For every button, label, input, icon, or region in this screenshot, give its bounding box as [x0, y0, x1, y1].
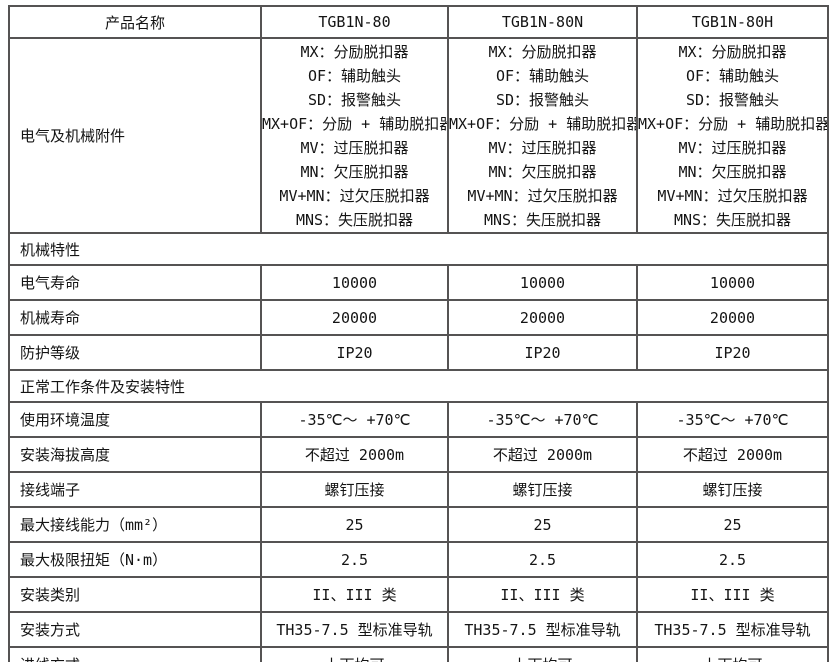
cell-value: 不超过 2000m — [260, 436, 449, 473]
accessory-line: MV：过压脱扣器 — [678, 138, 787, 157]
accessory-line: OF：辅助触头 — [307, 66, 402, 85]
table-row: 电气寿命 10000 10000 10000 — [8, 264, 829, 301]
cell-value: 25 — [447, 506, 638, 543]
table-row: 安装海拔高度 不超过 2000m 不超过 2000m 不超过 2000m — [8, 436, 829, 473]
cell-value: 螺钉压接 — [447, 471, 638, 508]
table-row: 最大接线能力（mm²） 25 25 25 — [8, 506, 829, 543]
accessory-line: SD：报警触头 — [495, 90, 590, 109]
accessory-line: MNS：失压脱扣器 — [295, 210, 414, 229]
cell-value: II、III 类 — [447, 576, 638, 613]
accessory-line: MN：欠压脱扣器 — [300, 162, 409, 181]
accessory-line: MX：分励脱扣器 — [678, 42, 787, 61]
accessory-line: MN：欠压脱扣器 — [488, 162, 597, 181]
row-label-installation-altitude: 安装海拔高度 — [8, 436, 262, 473]
cell-value: -35℃～ +70℃ — [636, 401, 829, 438]
table-row: 安装方式 TH35-7.5 型标准导轨 TH35-7.5 型标准导轨 TH35-… — [8, 611, 829, 648]
table-row: 防护等级 IP20 IP20 IP20 — [8, 334, 829, 371]
cell-value: 螺钉压接 — [260, 471, 449, 508]
accessory-line: MX+OF：分励 + 辅助脱扣器 — [449, 114, 637, 133]
accessory-line: MX+OF：分励 + 辅助脱扣器 — [262, 114, 448, 133]
header-row: 产品名称 TGB1N-80 TGB1N-80N TGB1N-80H — [8, 5, 829, 39]
cell-value: TH35-7.5 型标准导轨 — [260, 611, 449, 648]
accessories-col-1: MX：分励脱扣器 OF：辅助触头 SD：报警触头 MX+OF：分励 + 辅助脱扣… — [260, 37, 449, 234]
cell-value: IP20 — [260, 334, 449, 371]
header-product-tgb1n-80h: TGB1N-80H — [636, 5, 829, 39]
accessory-line: OF：辅助触头 — [685, 66, 780, 85]
row-label-installation-category: 安装类别 — [8, 576, 262, 613]
cell-value: 2.5 — [260, 541, 449, 578]
cell-value: 10000 — [260, 264, 449, 301]
accessory-line: SD：报警触头 — [685, 90, 780, 109]
section-bar-row: 正常工作条件及安装特性 — [8, 369, 829, 403]
cell-value: TH35-7.5 型标准导轨 — [447, 611, 638, 648]
cell-value: IP20 — [636, 334, 829, 371]
section-title-operating-conditions: 正常工作条件及安装特性 — [8, 369, 829, 403]
header-product-tgb1n-80n: TGB1N-80N — [447, 5, 638, 39]
accessory-line: OF：辅助触头 — [495, 66, 590, 85]
accessory-line: MX：分励脱扣器 — [300, 42, 409, 61]
cell-value: 10000 — [636, 264, 829, 301]
accessory-line: SD：报警触头 — [307, 90, 402, 109]
table-row: 使用环境温度 -35℃～ +70℃ -35℃～ +70℃ -35℃～ +70℃ — [8, 401, 829, 438]
cell-value: 25 — [260, 506, 449, 543]
cell-value: 20000 — [260, 299, 449, 336]
cell-value: 上下均可 — [260, 646, 449, 662]
row-label-max-wiring-capacity: 最大接线能力（mm²） — [8, 506, 262, 543]
cell-value: IP20 — [447, 334, 638, 371]
accessories-label: 电气及机械附件 — [8, 37, 262, 234]
accessory-line: MV：过压脱扣器 — [300, 138, 409, 157]
row-label-max-torque: 最大极限扭矩（N·m） — [8, 541, 262, 578]
accessories-col-2: MX：分励脱扣器 OF：辅助触头 SD：报警触头 MX+OF：分励 + 辅助脱扣… — [447, 37, 638, 234]
cell-value: 不超过 2000m — [636, 436, 829, 473]
cell-value: II、III 类 — [636, 576, 829, 613]
cell-value: -35℃～ +70℃ — [260, 401, 449, 438]
accessory-line: MV+MN：过欠压脱扣器 — [657, 186, 808, 205]
section-title-mechanical: 机械特性 — [8, 232, 829, 266]
accessory-line: MV+MN：过欠压脱扣器 — [467, 186, 618, 205]
row-label-incoming-line-method: 进线方式 — [8, 646, 262, 662]
cell-value: 上下均可 — [447, 646, 638, 662]
header-product-name-label: 产品名称 — [8, 5, 262, 39]
section-bar-row: 机械特性 — [8, 232, 829, 266]
accessory-line: MV+MN：过欠压脱扣器 — [279, 186, 430, 205]
accessory-line: MNS：失压脱扣器 — [673, 210, 792, 229]
cell-value: TH35-7.5 型标准导轨 — [636, 611, 829, 648]
accessories-row: 电气及机械附件 MX：分励脱扣器 OF：辅助触头 SD：报警触头 MX+OF：分… — [8, 37, 829, 234]
table-row: 安装类别 II、III 类 II、III 类 II、III 类 — [8, 576, 829, 613]
header-product-tgb1n-80: TGB1N-80 — [260, 5, 449, 39]
accessory-line: MV：过压脱扣器 — [488, 138, 597, 157]
cell-value: 2.5 — [636, 541, 829, 578]
accessory-line: MX+OF：分励 + 辅助脱扣器 — [638, 114, 828, 133]
cell-value: 不超过 2000m — [447, 436, 638, 473]
row-label-installation-method: 安装方式 — [8, 611, 262, 648]
cell-value: II、III 类 — [260, 576, 449, 613]
accessories-col-3: MX：分励脱扣器 OF：辅助触头 SD：报警触头 MX+OF：分励 + 辅助脱扣… — [636, 37, 829, 234]
accessory-line: MNS：失压脱扣器 — [483, 210, 602, 229]
table-row: 接线端子 螺钉压接 螺钉压接 螺钉压接 — [8, 471, 829, 508]
accessory-line: MX：分励脱扣器 — [488, 42, 597, 61]
accessory-line: MN：欠压脱扣器 — [678, 162, 787, 181]
spec-table: 产品名称 TGB1N-80 TGB1N-80N TGB1N-80H 电气及机械附… — [8, 5, 829, 662]
row-label-ambient-temperature: 使用环境温度 — [8, 401, 262, 438]
table-row: 机械寿命 20000 20000 20000 — [8, 299, 829, 336]
row-label-mechanical-life: 机械寿命 — [8, 299, 262, 336]
cell-value: 2.5 — [447, 541, 638, 578]
cell-value: 10000 — [447, 264, 638, 301]
cell-value: 螺钉压接 — [636, 471, 829, 508]
cell-value: 上下均可 — [636, 646, 829, 662]
row-label-wiring-terminal: 接线端子 — [8, 471, 262, 508]
cell-value: 20000 — [636, 299, 829, 336]
table-row: 最大极限扭矩（N·m） 2.5 2.5 2.5 — [8, 541, 829, 578]
row-label-protection-rating: 防护等级 — [8, 334, 262, 371]
row-label-electrical-life: 电气寿命 — [8, 264, 262, 301]
cell-value: 20000 — [447, 299, 638, 336]
table-row: 进线方式 上下均可 上下均可 上下均可 — [8, 646, 829, 662]
cell-value: 25 — [636, 506, 829, 543]
cell-value: -35℃～ +70℃ — [447, 401, 638, 438]
